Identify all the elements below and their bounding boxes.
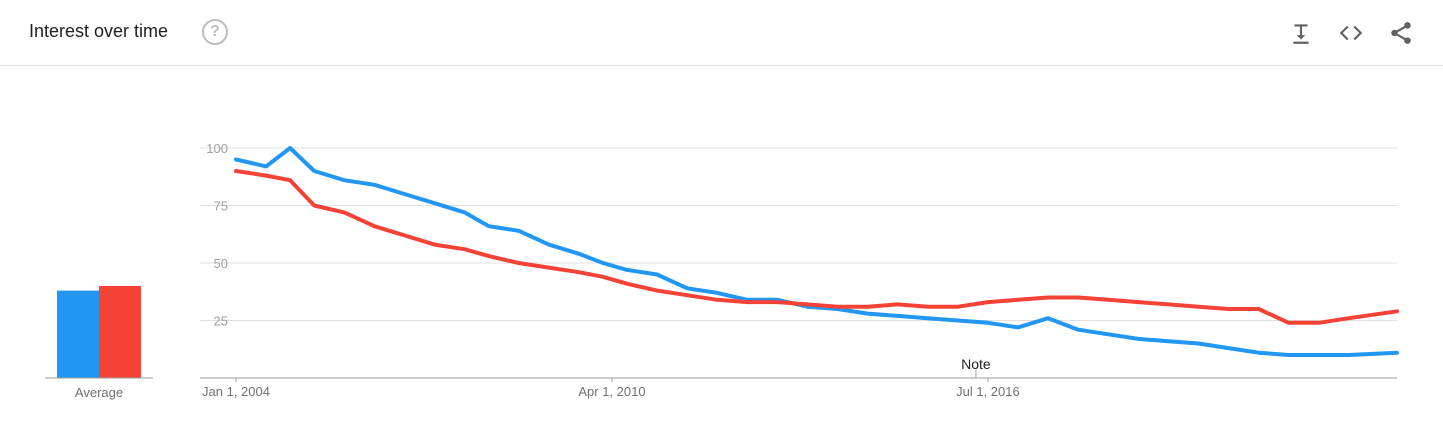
chart-header: Interest over time ? <box>0 0 1443 66</box>
embed-code-icon[interactable] <box>1338 20 1364 46</box>
average-label: Average <box>74 385 124 400</box>
y-tick-label: 50 <box>214 256 228 271</box>
y-tick-label: 75 <box>214 199 228 214</box>
y-tick-label: 25 <box>214 314 228 329</box>
series-line-2 <box>234 169 1399 325</box>
note-label: Note <box>961 356 991 372</box>
x-tick-label: Jan 1, 2004 <box>202 384 270 399</box>
x-tick-label: Jul 1, 2016 <box>956 384 1020 399</box>
help-circle-icon[interactable]: ? <box>202 19 228 45</box>
chart-title: Interest over time <box>29 21 169 41</box>
average-bar-1 <box>57 290 99 378</box>
y-tick-label: 100 <box>206 141 228 156</box>
series-line-1 <box>234 146 1399 357</box>
download-icon[interactable] <box>1288 20 1314 46</box>
average-bar-2 <box>99 286 141 378</box>
share-icon[interactable] <box>1388 20 1414 46</box>
x-tick-label: Apr 1, 2010 <box>578 384 645 399</box>
